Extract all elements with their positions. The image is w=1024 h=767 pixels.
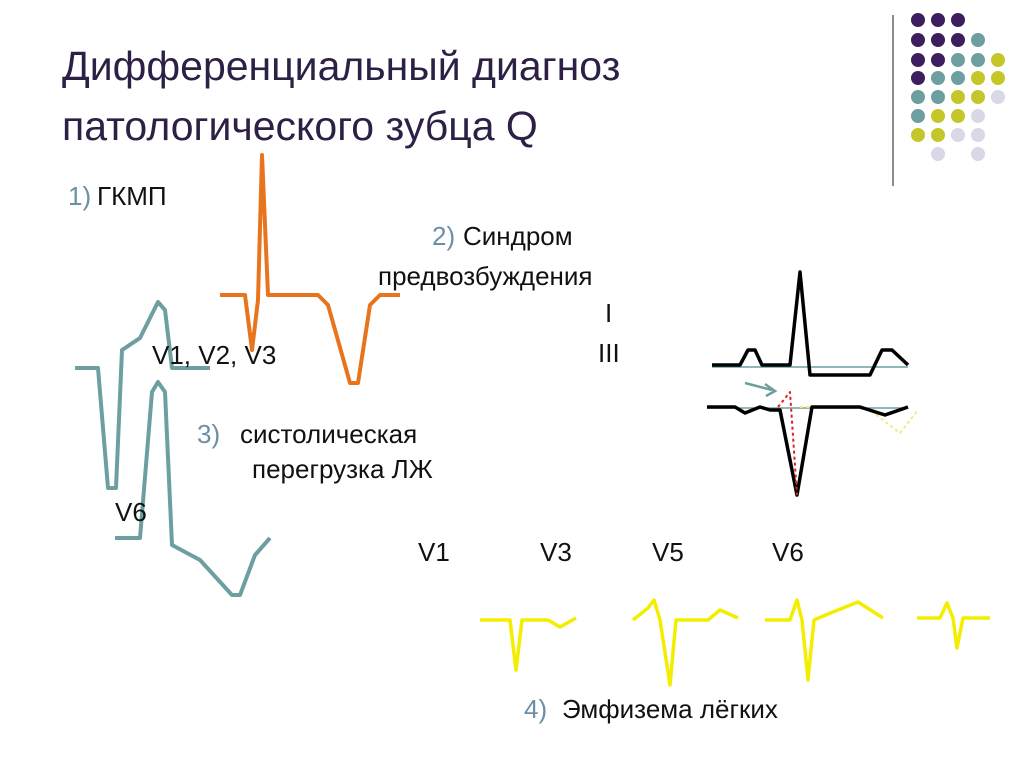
lead-label: V3: [540, 537, 572, 567]
lead-label: I: [605, 298, 612, 328]
lead-label: V6: [772, 537, 804, 567]
item-text: перегрузка ЛЖ: [252, 454, 433, 484]
lead-label: III: [598, 338, 620, 368]
arrow: [744, 381, 778, 398]
lead-label: V1, V2, V3: [152, 340, 276, 370]
item-number: 1): [68, 181, 91, 211]
item-text: Эмфизема лёгких: [562, 694, 778, 724]
title-line: патологического зубца Q: [62, 103, 538, 149]
ecg-overlay: [777, 391, 798, 496]
ecg-hcm: [220, 153, 400, 385]
lead-label: V6: [115, 497, 147, 527]
item-text: систолическая: [240, 419, 417, 449]
ecg-emphysema: [480, 598, 990, 687]
item-number: 4): [524, 694, 547, 724]
ecg-lvh: [75, 300, 210, 490]
title-line: Дифференциальный диагноз: [62, 43, 620, 89]
ecg-wpw-i: [712, 270, 910, 377]
dot-grid: [911, 13, 1005, 161]
item-number: 3): [197, 419, 220, 449]
ecg-lvh: [115, 380, 272, 597]
item-text: предвозбуждения: [378, 261, 593, 291]
item-text: Синдром: [463, 221, 573, 251]
item-text: ГКМП: [97, 181, 167, 211]
ecg-wpw-iii: [707, 405, 909, 497]
lead-label: V1: [418, 537, 450, 567]
item-number: 2): [432, 221, 455, 251]
lead-label: V5: [652, 537, 684, 567]
